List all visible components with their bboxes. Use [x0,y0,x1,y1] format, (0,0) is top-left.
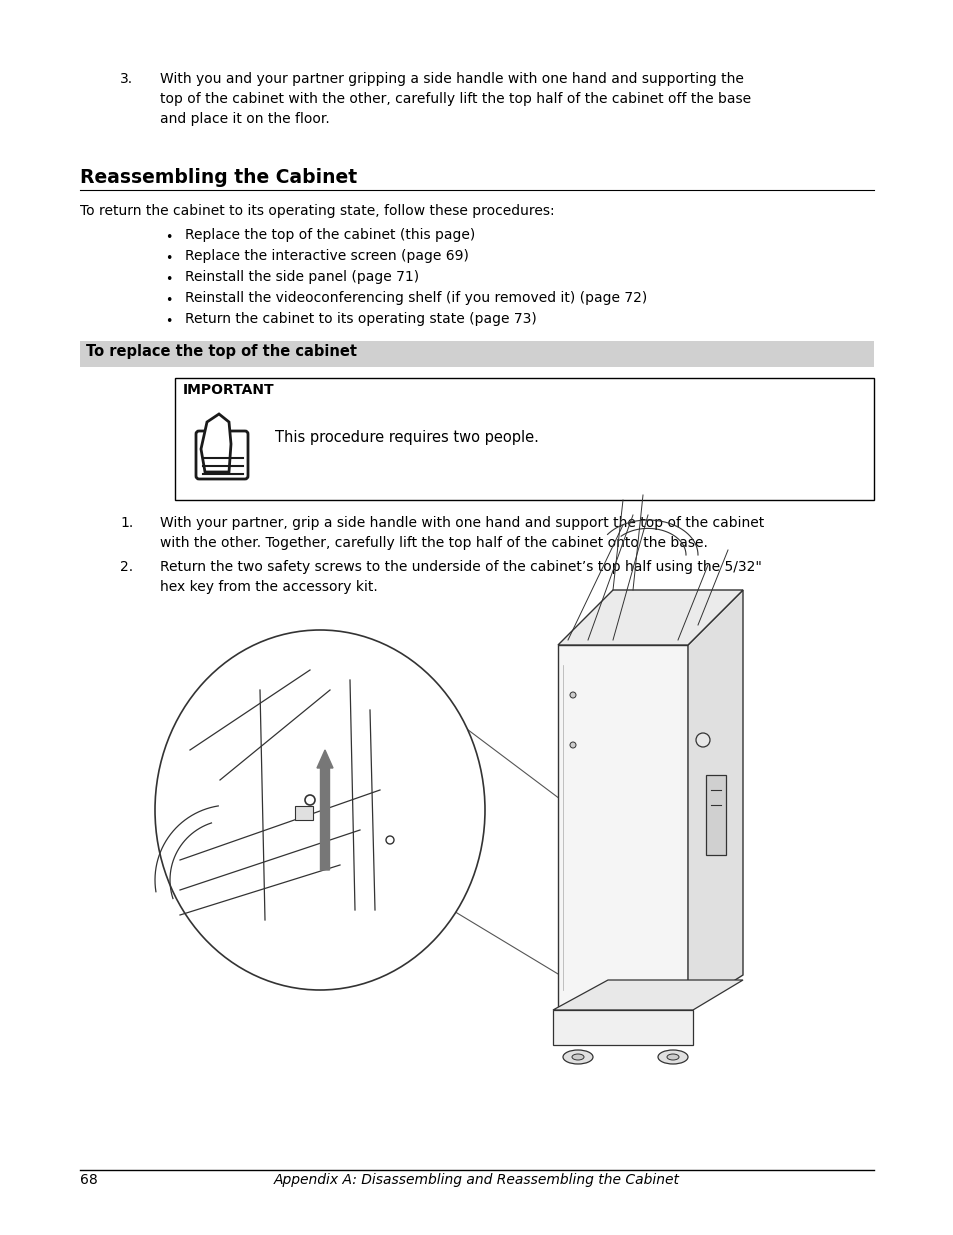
Bar [80,341,873,367]
Text: To return the cabinet to its operating state, follow these procedures:: To return the cabinet to its operating s… [80,204,554,219]
FancyBboxPatch shape [195,431,248,479]
Polygon shape [558,590,742,645]
Text: Reassembling the Cabinet: Reassembling the Cabinet [80,168,356,186]
Text: 3.: 3. [120,72,133,86]
Text: Return the two safety screws to the underside of the cabinet’s top half using th: Return the two safety screws to the unde… [160,559,761,594]
Text: To replace the top of the cabinet: To replace the top of the cabinet [86,345,356,359]
Bar [705,776,725,855]
Text: Reinstall the side panel (page 71): Reinstall the side panel (page 71) [185,270,418,284]
Circle shape [696,734,709,747]
Polygon shape [553,1010,692,1045]
Ellipse shape [658,1050,687,1065]
Text: Replace the interactive screen (page 69): Replace the interactive screen (page 69) [185,249,468,263]
Text: •: • [166,252,172,266]
Polygon shape [201,414,231,472]
FancyArrow shape [316,750,333,869]
Ellipse shape [666,1053,679,1060]
Bar [174,378,873,500]
Text: Return the cabinet to its operating state (page 73): Return the cabinet to its operating stat… [185,312,537,326]
Circle shape [386,836,394,844]
Circle shape [569,742,576,748]
Bar [294,806,313,820]
Polygon shape [553,981,742,1010]
Text: Appendix A: Disassembling and Reassembling the Cabinet: Appendix A: Disassembling and Reassembli… [274,1173,679,1187]
Ellipse shape [154,630,484,990]
Text: IMPORTANT: IMPORTANT [183,383,274,396]
Text: •: • [166,294,172,308]
Text: 2.: 2. [120,559,133,574]
Text: 1.: 1. [120,516,133,530]
Text: With you and your partner gripping a side handle with one hand and supporting th: With you and your partner gripping a sid… [160,72,750,126]
Text: •: • [166,315,172,329]
Circle shape [305,795,314,805]
Text: 68: 68 [80,1173,97,1187]
Text: •: • [166,231,172,245]
Ellipse shape [562,1050,593,1065]
Polygon shape [558,645,687,1010]
Polygon shape [687,590,742,1010]
Circle shape [569,692,576,698]
Text: •: • [166,273,172,287]
Text: Replace the top of the cabinet (this page): Replace the top of the cabinet (this pag… [185,228,475,242]
Ellipse shape [572,1053,583,1060]
Text: This procedure requires two people.: This procedure requires two people. [274,430,538,445]
Text: Reinstall the videoconferencing shelf (if you removed it) (page 72): Reinstall the videoconferencing shelf (i… [185,291,646,305]
Text: With your partner, grip a side handle with one hand and support the top of the c: With your partner, grip a side handle wi… [160,516,763,550]
